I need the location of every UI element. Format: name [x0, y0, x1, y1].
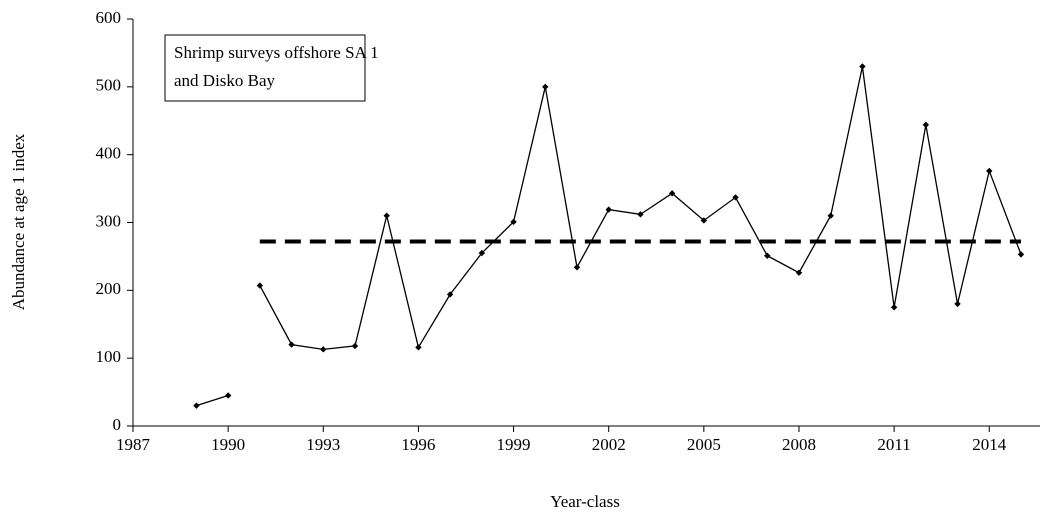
y-tick-label: 500	[96, 76, 122, 95]
data-point	[573, 264, 581, 271]
data-point	[922, 121, 930, 129]
x-tick-label: 2005	[687, 435, 721, 454]
data-point	[478, 249, 486, 257]
data-point	[637, 211, 644, 218]
data-point	[700, 217, 708, 224]
data-point	[415, 344, 422, 351]
data-point	[1017, 251, 1025, 258]
data-point	[605, 206, 612, 213]
x-axis-label: Year-class	[550, 492, 620, 511]
x-tick-label: 1990	[211, 435, 245, 454]
y-axis-label: Abundance at age 1 index	[9, 133, 28, 310]
data-point	[954, 300, 961, 308]
annotation-line: and Disko Bay	[174, 71, 276, 90]
data-point	[542, 83, 549, 91]
data-point	[510, 218, 517, 226]
data-point	[764, 252, 771, 259]
data-point	[795, 269, 803, 276]
data-point	[732, 194, 739, 201]
data-point	[288, 341, 295, 348]
x-tick-label: 1993	[306, 435, 340, 454]
data-point	[351, 342, 359, 350]
data-point	[859, 63, 866, 70]
data-point	[256, 282, 264, 289]
data-point	[668, 190, 676, 197]
data-point	[827, 212, 834, 219]
data-point	[890, 304, 898, 311]
data-point	[224, 392, 232, 399]
data-line	[196, 394, 229, 407]
annotation-box	[164, 34, 366, 102]
x-tick-label: 1996	[401, 435, 435, 454]
data-point	[320, 346, 327, 353]
x-tick-label: 2008	[782, 435, 816, 454]
y-tick-label: 200	[96, 279, 122, 298]
x-tick-label: 2011	[877, 435, 910, 454]
x-tick-label: 2002	[592, 435, 626, 454]
x-tick-label: 1999	[497, 435, 531, 454]
data-point	[986, 167, 993, 175]
y-tick-label: 600	[96, 8, 122, 27]
y-tick-label: 100	[96, 347, 122, 366]
data-point	[446, 291, 454, 298]
data-point	[383, 212, 390, 219]
annotation-line: Shrimp surveys offshore SA 1	[174, 43, 379, 62]
y-tick-label: 300	[96, 211, 122, 230]
data-point	[193, 402, 200, 409]
x-tick-label: 1987	[116, 435, 151, 454]
y-tick-label: 0	[113, 415, 122, 434]
x-tick-label: 2014	[972, 435, 1007, 454]
y-tick-label: 400	[96, 144, 122, 163]
